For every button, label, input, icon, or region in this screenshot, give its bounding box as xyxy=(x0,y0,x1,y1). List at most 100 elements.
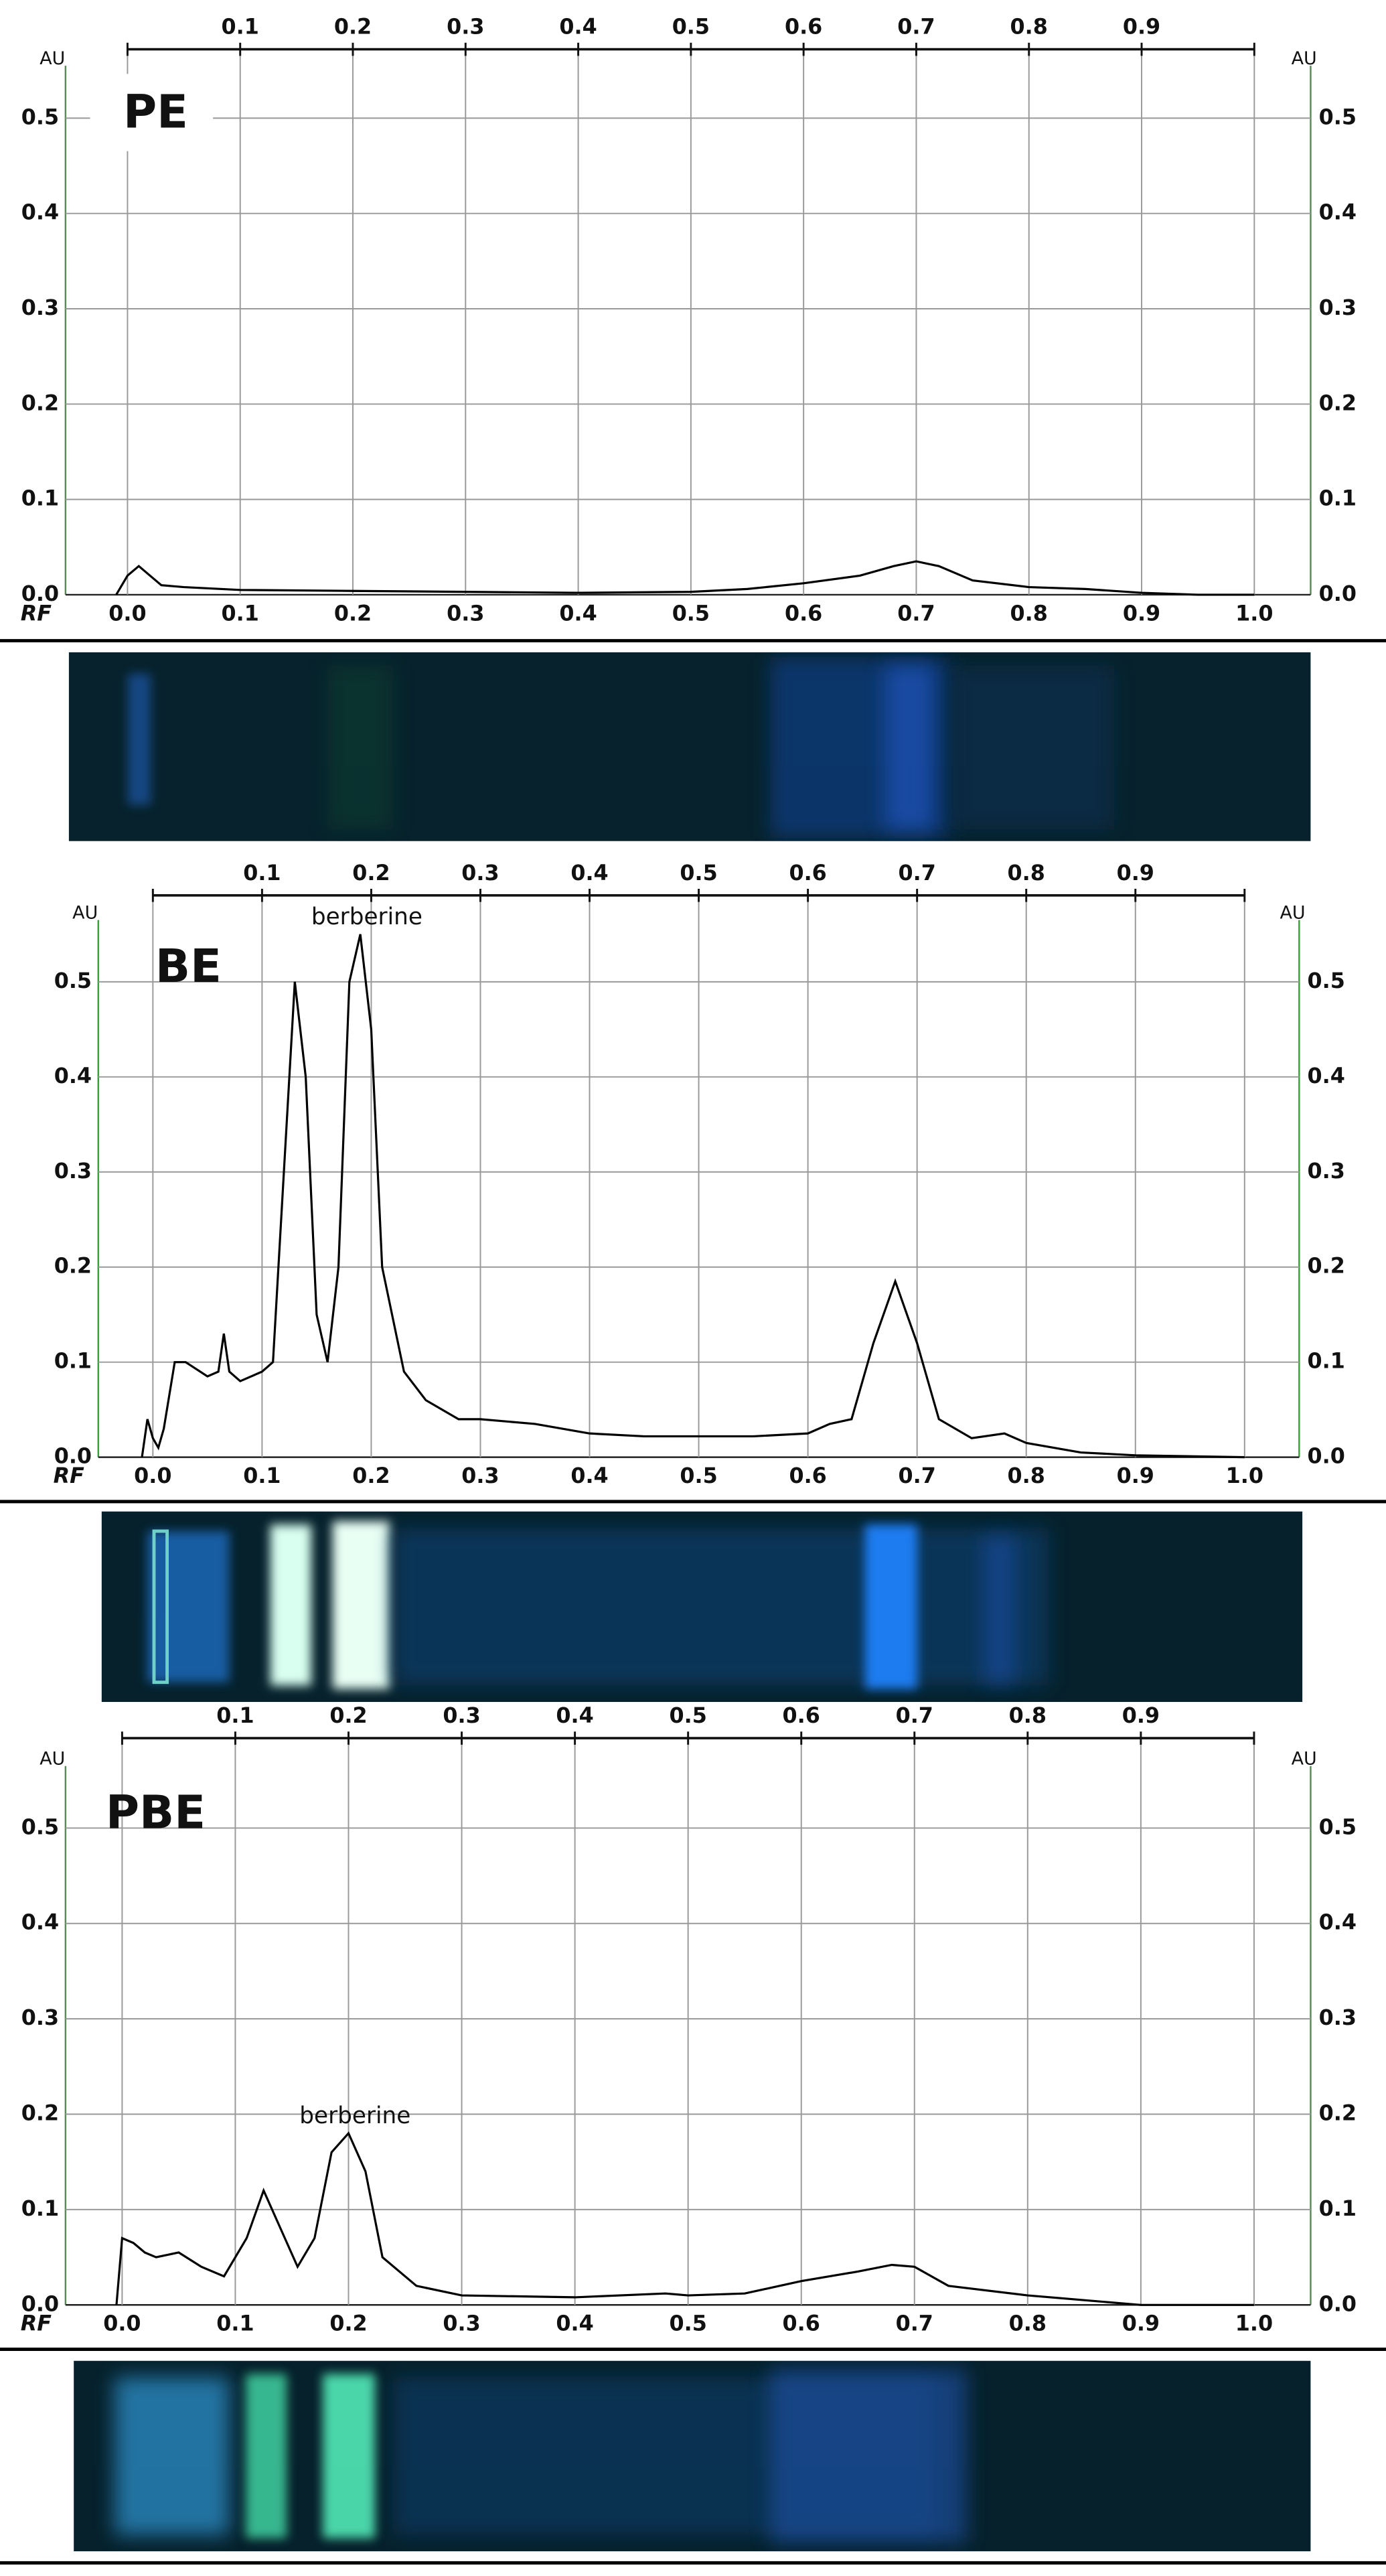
x-tick-label: 0.2 xyxy=(329,2311,367,2336)
x-tick-label: 0.0 xyxy=(134,1463,171,1488)
y-tick-label: 0.3 xyxy=(1308,1158,1345,1184)
y-axis-label: AU xyxy=(40,1748,65,1769)
x-tick-label: 0.1 xyxy=(222,600,259,626)
top-tick-label: 0.5 xyxy=(672,14,710,40)
y-tick-label: 0.3 xyxy=(1319,2005,1357,2030)
top-tick-label: 0.2 xyxy=(334,14,372,40)
x-tick-label: 1.0 xyxy=(1235,2311,1273,2336)
y-tick-label: 0.1 xyxy=(1319,486,1357,511)
tlc-plate xyxy=(101,1511,1303,1703)
y-tick-label: 0.5 xyxy=(1319,104,1357,129)
y-tick-label: 0.3 xyxy=(54,1158,92,1184)
x-tick-label: 0.5 xyxy=(669,2311,706,2336)
x-tick-label: 0.7 xyxy=(898,1463,935,1488)
y-tick-label: 0.4 xyxy=(21,1910,59,1935)
y-tick-label: 0.2 xyxy=(21,390,59,415)
top-tick-label: 0.2 xyxy=(352,860,390,885)
tlc-plate xyxy=(74,2360,1311,2552)
top-tick-label: 0.3 xyxy=(447,14,484,40)
x-axis-label: RF xyxy=(54,1463,84,1488)
x-tick-label: 0.1 xyxy=(216,2311,254,2336)
top-tick-label: 0.2 xyxy=(329,1703,367,1728)
y-tick-label: 0.0 xyxy=(1308,1443,1345,1469)
x-tick-label: 0.5 xyxy=(672,600,710,626)
top-tick-label: 0.9 xyxy=(1122,1703,1160,1728)
x-axis-label: RF xyxy=(21,600,52,626)
top-tick-label: 0.6 xyxy=(789,860,826,885)
y-tick-label: 0.2 xyxy=(1319,2100,1357,2125)
top-tick-label: 0.7 xyxy=(897,14,935,40)
x-tick-label: 0.2 xyxy=(352,1463,390,1488)
x-tick-label: 0.4 xyxy=(556,2311,593,2336)
y-tick-label: 0.0 xyxy=(1319,2291,1357,2316)
annotation: berberine xyxy=(311,904,422,930)
top-tick-label: 0.8 xyxy=(1008,860,1045,885)
y-tick-label: 0.2 xyxy=(54,1253,92,1279)
top-tick-label: 0.5 xyxy=(669,1703,706,1728)
x-tick-label: 0.7 xyxy=(897,600,935,626)
y-axis-label: AU xyxy=(1292,48,1317,69)
x-tick-label: 0.4 xyxy=(570,1463,608,1488)
y-tick-label: 0.3 xyxy=(21,295,59,320)
x-tick-label: 0.0 xyxy=(108,600,146,626)
y-tick-label: 0.0 xyxy=(21,581,59,606)
top-tick-label: 0.9 xyxy=(1117,860,1154,885)
x-tick-label: 0.3 xyxy=(461,1463,499,1488)
y-tick-label: 0.0 xyxy=(21,2291,59,2316)
top-tick-label: 0.1 xyxy=(216,1703,254,1728)
x-tick-label: 0.0 xyxy=(103,2311,141,2336)
y-tick-label: 0.1 xyxy=(1308,1348,1345,1374)
x-tick-label: 0.3 xyxy=(443,2311,480,2336)
y-tick-label: 0.0 xyxy=(54,1443,92,1469)
top-tick-label: 0.6 xyxy=(783,1703,820,1728)
top-tick-label: 0.3 xyxy=(461,860,499,885)
y-tick-label: 0.2 xyxy=(1308,1253,1345,1279)
x-tick-label: 0.9 xyxy=(1123,600,1160,626)
chart-title: PE xyxy=(123,86,188,139)
data-line xyxy=(115,2131,1254,2306)
x-tick-label: 0.9 xyxy=(1122,2311,1160,2336)
y-tick-label: 0.4 xyxy=(1308,1063,1345,1088)
x-tick-label: 0.5 xyxy=(680,1463,717,1488)
x-tick-label: 0.4 xyxy=(559,600,597,626)
top-tick-label: 0.9 xyxy=(1123,14,1160,40)
y-axis-label: AU xyxy=(72,902,98,923)
y-tick-label: 0.1 xyxy=(1319,2196,1357,2221)
top-tick-label: 0.4 xyxy=(559,14,597,40)
y-tick-label: 0.5 xyxy=(1308,968,1345,993)
x-tick-label: 0.6 xyxy=(789,1463,826,1488)
data-line xyxy=(141,934,1245,1459)
x-tick-label: 0.8 xyxy=(1009,2311,1047,2336)
y-tick-label: 0.0 xyxy=(1319,581,1357,606)
separators xyxy=(0,639,1386,2565)
top-tick-label: 0.5 xyxy=(680,860,717,885)
x-tick-label: 0.7 xyxy=(896,2311,933,2336)
top-tick-label: 0.8 xyxy=(1009,1703,1047,1728)
top-tick-label: 0.7 xyxy=(896,1703,933,1728)
tlc-plate xyxy=(68,652,1311,841)
y-tick-label: 0.4 xyxy=(1319,1910,1357,1935)
x-axis-label: RF xyxy=(21,2311,52,2336)
top-tick-label: 0.6 xyxy=(785,14,822,40)
chart-title: PBE xyxy=(106,1786,206,1839)
x-tick-label: 1.0 xyxy=(1235,600,1273,626)
y-tick-label: 0.5 xyxy=(21,1814,59,1839)
x-tick-label: 0.6 xyxy=(783,2311,820,2336)
x-tick-label: 1.0 xyxy=(1226,1463,1263,1488)
y-tick-label: 0.4 xyxy=(1319,200,1357,225)
y-axis-label: AU xyxy=(1280,902,1305,923)
y-tick-label: 0.1 xyxy=(54,1348,92,1374)
top-tick-label: 0.1 xyxy=(243,860,281,885)
top-tick-label: 0.1 xyxy=(222,14,259,40)
y-tick-label: 0.2 xyxy=(21,2100,59,2125)
annotation: berberine xyxy=(299,2102,410,2129)
y-tick-label: 0.2 xyxy=(1319,390,1357,415)
x-tick-label: 0.9 xyxy=(1117,1463,1154,1488)
top-tick-label: 0.7 xyxy=(898,860,935,885)
y-tick-label: 0.5 xyxy=(1319,1814,1357,1839)
y-axis-label: AU xyxy=(1292,1748,1317,1769)
y-tick-label: 0.5 xyxy=(21,104,59,129)
x-tick-label: 0.8 xyxy=(1010,600,1048,626)
top-tick-label: 0.8 xyxy=(1010,14,1048,40)
